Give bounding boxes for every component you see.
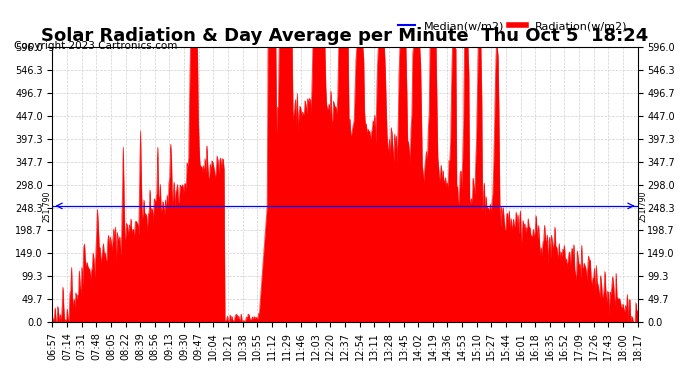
Title: Solar Radiation & Day Average per Minute  Thu Oct 5  18:24: Solar Radiation & Day Average per Minute… (41, 27, 649, 45)
Text: 251.790: 251.790 (43, 190, 52, 222)
Text: 251.790: 251.790 (638, 190, 647, 222)
Legend: Median(w/m2), Radiation(w/m2): Median(w/m2), Radiation(w/m2) (393, 17, 632, 36)
Text: Copyright 2023 Cartronics.com: Copyright 2023 Cartronics.com (14, 41, 177, 51)
